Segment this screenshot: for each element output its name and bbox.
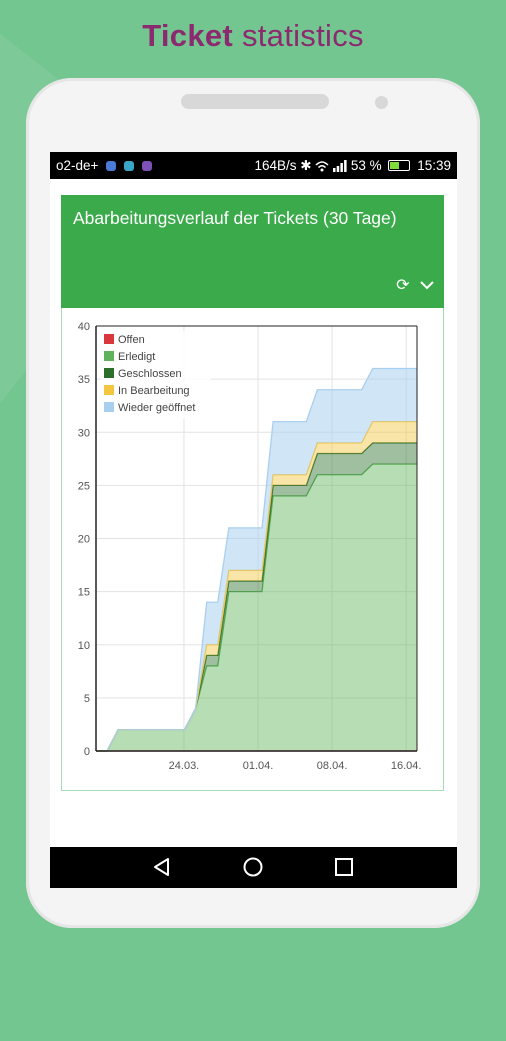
- net-speed-label: 164B/s: [254, 158, 297, 173]
- legend-swatch: [104, 351, 114, 361]
- phone-screen: o2-de+ 164B/s ✱ 53 % 15:39 Abarbeitu: [50, 152, 457, 888]
- legend-label: Geschlossen: [118, 368, 182, 380]
- panel-title: Abarbeitungsverlauf der Tickets (30 Tage…: [73, 208, 397, 228]
- legend-swatch: [104, 402, 114, 412]
- signal-icon: [333, 158, 351, 173]
- wifi-icon: [315, 158, 333, 173]
- x-tick-label: 08.04.: [317, 760, 348, 772]
- area-wieder-ge-ffnet: [96, 368, 417, 751]
- x-tick-label: 16.04.: [391, 760, 422, 772]
- status-left: o2-de+: [56, 158, 152, 173]
- carrier-label: o2-de+: [56, 158, 99, 173]
- x-tick-label: 01.04.: [243, 760, 274, 772]
- chart-card: 0 5 10 15 20 25 30 35 40 24.03. 01.04. 08.04. 16.04.…: [61, 308, 444, 791]
- series-line-wieder-ge-ffnet: [96, 367, 417, 752]
- refresh-icon[interactable]: ⟳: [396, 277, 410, 294]
- x-tick-label: 24.03.: [169, 760, 200, 772]
- legend-label: Erledigt: [118, 351, 155, 363]
- navigation-bar: [50, 847, 457, 888]
- bluetooth-icon: ✱: [300, 158, 312, 173]
- status-right: 164B/s ✱ 53 % 15:39: [254, 158, 451, 174]
- panel-header: Abarbeitungsverlauf der Tickets (30 Tage…: [61, 195, 444, 308]
- legend-swatch: [104, 385, 114, 395]
- phone-speaker: [181, 94, 329, 109]
- app-notification-icon: [141, 161, 152, 171]
- back-icon[interactable]: [150, 856, 174, 878]
- y-tick-label: 25: [78, 480, 90, 492]
- legend-label: Offen: [118, 334, 145, 346]
- ticket-area-chart: 0 5 10 15 20 25 30 35 40 24.03. 01.04. 08.04. 16.04.…: [78, 321, 422, 772]
- panel-actions: ⟳: [390, 275, 434, 295]
- promo-title-bold: Ticket: [142, 18, 234, 53]
- y-tick-label: 35: [78, 374, 90, 386]
- clock: 15:39: [417, 158, 451, 173]
- battery-icon: [388, 160, 411, 171]
- recents-icon[interactable]: [332, 856, 356, 878]
- chevron-down-icon[interactable]: [420, 277, 434, 294]
- battery-percent: 53 %: [350, 158, 382, 173]
- legend-swatch: [104, 368, 114, 378]
- phone-frame: o2-de+ 164B/s ✱ 53 % 15:39 Abarbeitu: [26, 78, 480, 928]
- promo-title-rest: statistics: [241, 18, 364, 53]
- legend-label: In Bearbeitung: [118, 385, 190, 397]
- phone-camera: [375, 96, 388, 109]
- y-tick-label: 15: [78, 587, 90, 599]
- y-tick-label: 40: [78, 321, 90, 333]
- legend-swatch: [104, 334, 114, 344]
- y-tick-label: 30: [78, 427, 90, 439]
- area-erledigt: [96, 464, 417, 751]
- y-tick-label: 0: [84, 746, 90, 758]
- promo-title: Ticket statistics: [0, 18, 506, 54]
- legend-label: Wieder geöffnet: [118, 402, 195, 414]
- y-tick-label: 10: [78, 640, 90, 652]
- app-notification-icon: [123, 161, 134, 171]
- status-bar: o2-de+ 164B/s ✱ 53 % 15:39: [50, 152, 457, 179]
- app-notification-icon: [106, 161, 117, 171]
- legend-box: [101, 331, 211, 419]
- home-icon[interactable]: [241, 856, 265, 878]
- y-tick-label: 5: [84, 693, 90, 705]
- y-tick-label: 20: [78, 534, 90, 546]
